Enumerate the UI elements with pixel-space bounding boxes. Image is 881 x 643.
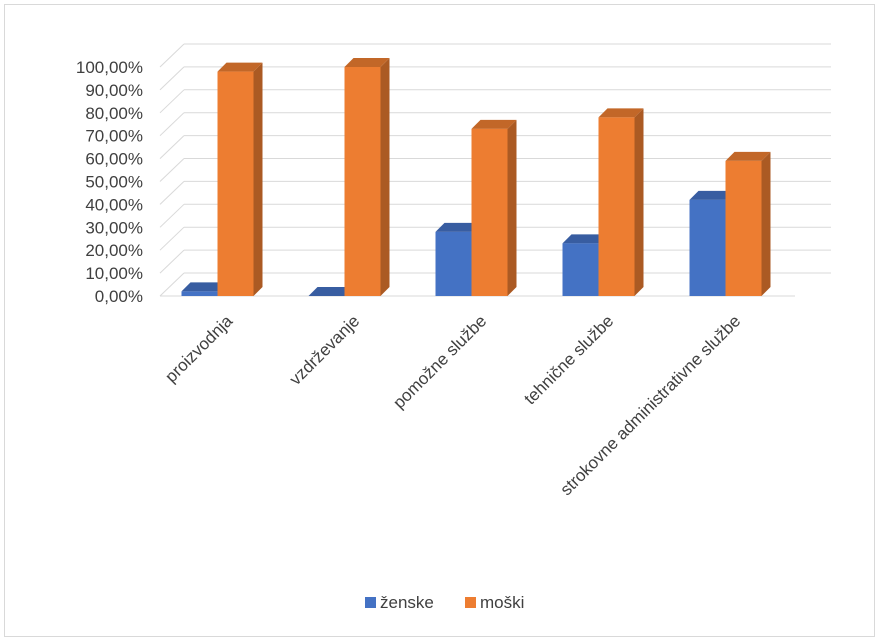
bar-top [181,282,227,292]
bar-top [471,119,517,129]
y-tick-label: 0,00% [95,287,143,306]
bar-top [344,58,390,67]
gridline-depth [159,66,185,91]
y-tick-label: 30,00% [85,218,143,237]
bar-top [308,287,354,296]
y-tick-label: 70,00% [85,127,143,146]
x-category-label: proizvodnja [161,311,236,386]
bar-top [435,222,481,232]
x-category-label: vzdrževanje [286,311,364,389]
gridline-depth [159,43,185,68]
x-category-label: tehnične službe [520,311,617,408]
bar-top [562,234,608,244]
legend-label: ženske [380,593,434,612]
chart-frame [4,4,875,637]
gridline-depth [159,135,185,159]
bar [181,291,218,296]
bar-side [507,119,517,296]
gridline-depth [159,112,185,137]
bar [598,117,635,296]
bar-side [761,151,771,296]
bar [435,231,472,296]
gridline-depth [159,203,185,228]
bar-side [634,108,644,296]
bar [217,71,254,296]
bar-top [725,151,771,161]
y-tick-label: 60,00% [85,150,143,169]
bar [725,160,762,296]
bar-side [380,58,390,296]
y-tick-label: 40,00% [85,195,143,214]
gridline-depth [159,226,185,251]
gridline-depth [159,272,185,297]
bar-top [689,190,735,200]
y-tick-label: 10,00% [85,264,143,283]
bar [344,67,381,296]
gridline-depth [159,181,185,205]
y-tick-label: 90,00% [85,81,143,100]
bar-top [217,62,263,72]
gridline-depth [159,158,185,182]
bar [471,128,508,296]
legend-swatch [465,597,476,608]
bar [689,199,726,296]
bar-side [253,62,263,296]
gridline-depth [159,249,185,274]
y-tick-label: 20,00% [85,241,143,260]
bar-top [598,108,644,118]
x-category-label: pomožne službe [389,311,490,412]
legend-swatch [365,597,376,608]
gridline-depth [159,89,185,114]
y-tick-label: 100,00% [76,58,143,77]
y-tick-label: 80,00% [85,104,143,123]
bar [562,243,599,296]
legend-label: moški [480,593,524,612]
y-tick-label: 50,00% [85,173,143,192]
